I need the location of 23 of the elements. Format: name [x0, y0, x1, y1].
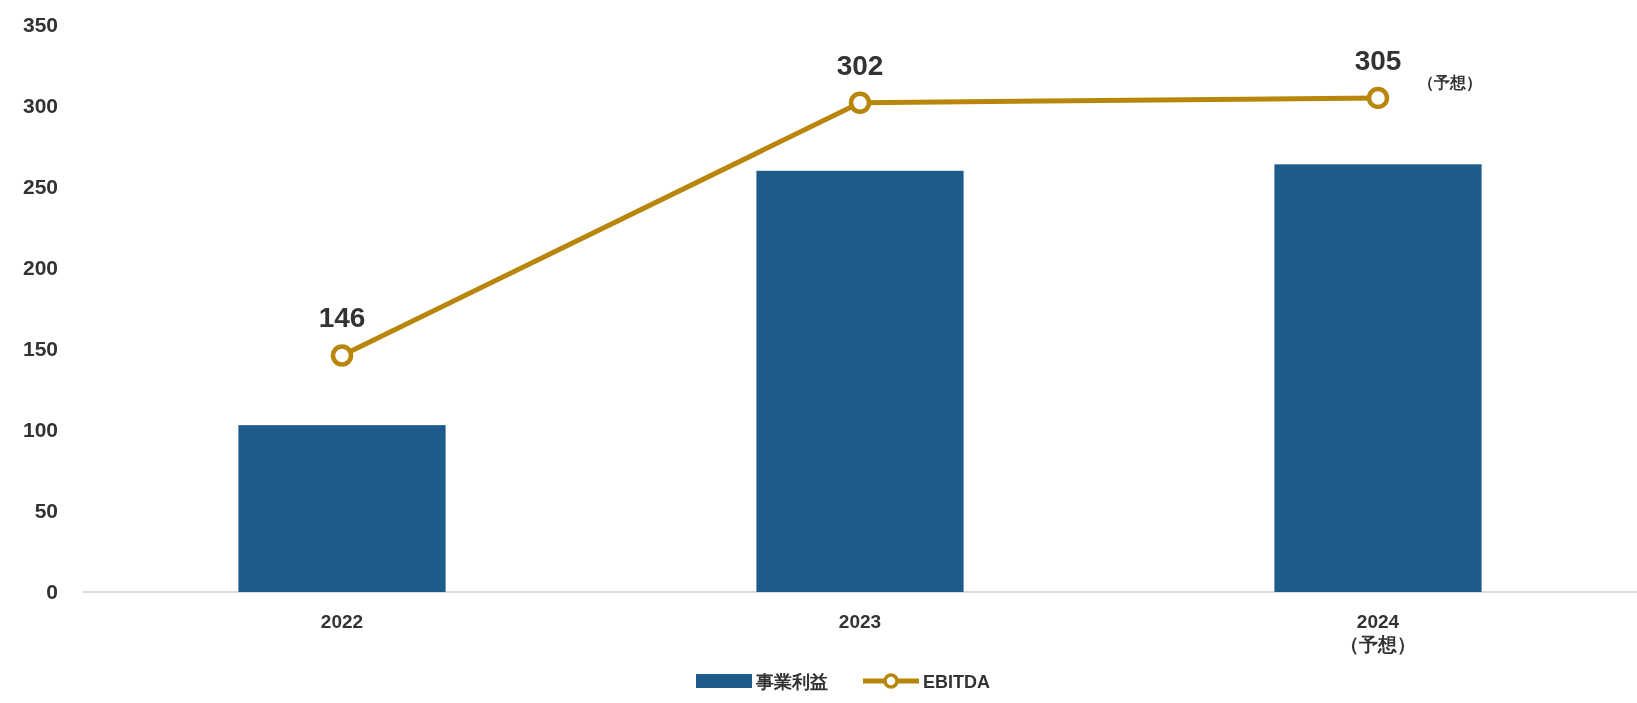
data-label: 146 [318, 302, 366, 334]
bar [1274, 164, 1482, 592]
y-tick-label: 300 [22, 94, 58, 117]
point [1366, 86, 1390, 110]
bar [756, 170, 964, 592]
x-tick-label: 2022 [320, 611, 364, 632]
x-tick-label: 2024 （予想） [1340, 611, 1416, 655]
y-tick-label: 50 [34, 499, 58, 522]
y-tick-label: 100 [22, 418, 58, 441]
y-tick-label: 0 [46, 580, 58, 603]
y-tick-label: 200 [22, 256, 58, 279]
y-tick-label: 250 [22, 175, 58, 198]
x-tick-label: 2023 [838, 611, 882, 632]
point [330, 344, 354, 367]
bar [238, 425, 446, 592]
legend-label: EBITDA [923, 672, 990, 692]
legend-label: 事業利益 [755, 672, 828, 692]
y-tick-label: 150 [22, 337, 58, 360]
data-label: 305 [1354, 44, 1402, 76]
data-label: 302 [836, 49, 884, 81]
annotation: （予想） [1418, 73, 1482, 92]
y-tick-label: 350 [22, 13, 58, 36]
point [848, 91, 872, 115]
